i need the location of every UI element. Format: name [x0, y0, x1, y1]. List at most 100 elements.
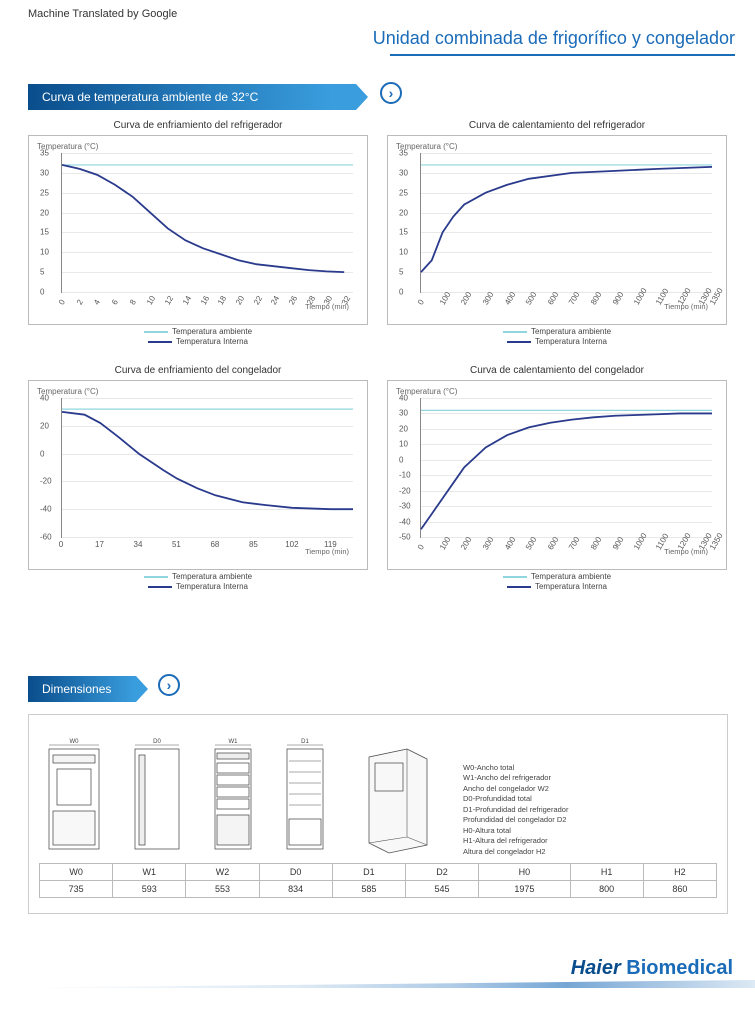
y-axis-label: Temperatura (°C)	[37, 142, 359, 151]
footer-band	[0, 980, 755, 988]
y-tick: 15	[40, 228, 49, 237]
legend-label: Temperatura Interna	[176, 582, 248, 591]
legend-label: Temperatura ambiente	[531, 327, 611, 336]
x-tick: 6	[110, 298, 120, 306]
dimension-legend-item: D0-Profundidad total	[463, 794, 568, 805]
y-tick: 5	[399, 268, 403, 277]
svg-text:W0: W0	[70, 739, 80, 745]
y-axis-label: Temperatura (°C)	[396, 142, 718, 151]
dimension-legend-item: W0-Ancho total	[463, 763, 568, 774]
y-tick: 20	[399, 424, 408, 433]
x-tick: 4	[92, 298, 102, 306]
section-banner-curve: Curva de temperatura ambiente de 32°C	[28, 84, 368, 110]
x-tick: 18	[216, 294, 228, 306]
x-tick: 2	[75, 298, 85, 306]
brand-logo: Haier Biomedical	[571, 957, 733, 980]
y-tick: 35	[40, 149, 49, 158]
y-tick: 10	[399, 248, 408, 257]
dimension-drawing: W0	[39, 737, 109, 857]
x-tick: 700	[567, 535, 581, 551]
table-header-cell: H2	[643, 864, 716, 881]
chart-box: Temperatura (°C)051015202530350246810121…	[28, 135, 368, 325]
x-tick: 500	[524, 535, 538, 551]
table-cell: 593	[113, 881, 186, 898]
x-tick: 0	[416, 298, 426, 306]
dimensions-panel: W0 D0 W1 D1 W0-Ancho totalW1-Ancho del refri…	[28, 714, 728, 914]
y-tick: 10	[40, 248, 49, 257]
table-cell: 735	[40, 881, 113, 898]
chevron-right-icon: ›	[158, 674, 180, 696]
x-tick: 0	[416, 543, 426, 551]
y-tick: 0	[40, 288, 44, 297]
dimension-legend-item: H1-Altura del refrigerador	[463, 836, 568, 847]
table-header-cell: H0	[479, 864, 570, 881]
chart-legend: Temperatura ambienteTemperatura Interna	[387, 327, 727, 346]
legend-label: Temperatura ambiente	[172, 572, 252, 581]
legend-label: Temperatura ambiente	[531, 572, 611, 581]
y-tick: 40	[399, 394, 408, 403]
dimension-drawing: D0	[127, 737, 187, 857]
x-tick: 8	[128, 298, 138, 306]
x-tick: 102	[285, 540, 298, 549]
section-banner-dimensions: Dimensiones	[28, 676, 148, 702]
plot-area: 05101520253035	[61, 153, 353, 293]
svg-text:D1: D1	[301, 739, 309, 745]
x-tick: 800	[589, 535, 603, 551]
y-tick: -20	[40, 477, 52, 486]
x-tick: 600	[546, 290, 560, 306]
y-tick: 40	[40, 394, 49, 403]
x-tick: 700	[567, 290, 581, 306]
y-tick: -50	[399, 533, 411, 542]
dimension-legend-item: H0-Altura total	[463, 826, 568, 837]
x-tick: 0	[59, 540, 63, 549]
x-axis-label: Tiempo (min)	[664, 547, 708, 556]
legend-label: Temperatura Interna	[535, 582, 607, 591]
dimension-drawing	[349, 737, 439, 857]
x-tick: 100	[438, 535, 452, 551]
x-tick: 22	[252, 294, 264, 306]
chart-box: Temperatura (°C)051015202530350100200300…	[387, 135, 727, 325]
x-tick: 26	[287, 294, 299, 306]
chart-box: Temperatura (°C)-50-40-30-20-10010203040…	[387, 380, 727, 570]
dimension-legend-item: Profundidad del congelador D2	[463, 815, 568, 826]
dimension-legend-item: D1-Profundidad del refrigerador	[463, 805, 568, 816]
chart-title: Curva de enfriamiento del congelador	[28, 365, 368, 376]
dimension-legend: W0-Ancho totalW1-Ancho del refrigeradorA…	[463, 763, 568, 858]
x-axis-label: Tiempo (min)	[305, 302, 349, 311]
chart-box: Temperatura (°C)-60-40-20020400173451688…	[28, 380, 368, 570]
table-cell: 585	[332, 881, 405, 898]
dimension-drawing: D1	[279, 737, 331, 857]
dimension-legend-item: Altura del congelador H2	[463, 847, 568, 858]
table-cell: 860	[643, 881, 716, 898]
x-axis-label: Tiempo (min)	[664, 302, 708, 311]
page-title: Unidad combinada de frigorífico y congel…	[373, 28, 735, 49]
chart-block: Curva de enfriamiento del congelador Temp…	[28, 365, 368, 592]
x-tick: 20	[234, 294, 246, 306]
y-tick: -40	[399, 517, 411, 526]
x-tick: 17	[95, 540, 104, 549]
y-tick: -30	[399, 502, 411, 511]
chevron-right-icon: ›	[380, 82, 402, 104]
table-cell: 545	[405, 881, 478, 898]
svg-text:W1: W1	[229, 739, 239, 745]
dimension-drawing: W1	[205, 737, 261, 857]
plot-area: -60-40-2002040	[61, 398, 353, 538]
table-cell: 834	[259, 881, 332, 898]
y-tick: 30	[40, 168, 49, 177]
x-tick: 100	[438, 290, 452, 306]
y-tick: 0	[399, 288, 403, 297]
x-tick: 68	[210, 540, 219, 549]
x-tick: 900	[611, 535, 625, 551]
y-tick: -60	[40, 533, 52, 542]
x-axis-label: Tiempo (min)	[305, 547, 349, 556]
y-tick: 35	[399, 149, 408, 158]
chart-legend: Temperatura ambienteTemperatura Interna	[387, 572, 727, 591]
y-tick: -10	[399, 471, 411, 480]
dimension-legend-item: Ancho del congelador W2	[463, 784, 568, 795]
chart-legend: Temperatura ambienteTemperatura Interna	[28, 327, 368, 346]
plot-area: -50-40-30-20-10010203040	[420, 398, 712, 538]
x-tick: 400	[503, 290, 517, 306]
y-axis-label: Temperatura (°C)	[37, 387, 359, 396]
table-header-cell: W2	[186, 864, 259, 881]
chart-block: Curva de enfriamiento del refrigeradorTe…	[28, 120, 368, 347]
